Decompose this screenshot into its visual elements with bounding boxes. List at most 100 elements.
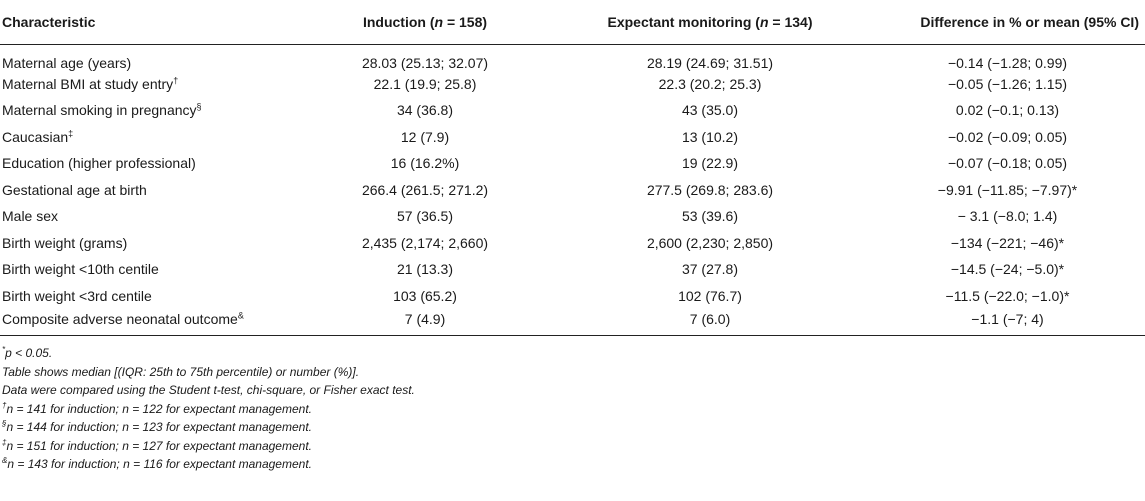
row-characteristic: Composite adverse neonatal outcome&: [0, 309, 300, 336]
row-label: Maternal BMI at study entry: [2, 75, 174, 92]
row-characteristic: Education (higher professional): [0, 150, 300, 177]
row-label: Maternal age (years): [2, 54, 132, 71]
row-induction-value: 16 (16.2%): [390, 155, 460, 172]
results-table: Characteristic Induction (n = 158) Expec…: [0, 0, 1145, 336]
header-expectant: Expectant monitoring (n = 134): [550, 0, 870, 44]
table-row: Birth weight <3rd centile 103 (65.2) 102…: [0, 283, 1145, 310]
row-induction-value: 57 (36.5): [396, 208, 454, 225]
header-expectant-suffix: = 134): [768, 13, 813, 30]
header-expectant-n: n: [759, 13, 769, 30]
row-characteristic: Birth weight (grams): [0, 230, 300, 257]
footnote-text: n = 151 for induction; n = 127 for expec…: [6, 438, 312, 453]
footnote: ‡n = 151 for induction; n = 127 for expe…: [2, 437, 1143, 456]
results-table-container: Characteristic Induction (n = 158) Expec…: [0, 0, 1145, 474]
footnote-text: Data were compared using the Student t-t…: [2, 383, 415, 397]
row-label: Caucasian: [2, 128, 69, 145]
header-characteristic: Characteristic: [0, 0, 300, 44]
header-row: Characteristic Induction (n = 158) Expec…: [0, 0, 1145, 44]
header-induction-prefix: Induction (: [362, 13, 435, 30]
header-characteristic-label: Characteristic: [2, 13, 96, 30]
footnote: †n = 141 for induction; n = 122 for expe…: [2, 400, 1143, 419]
row-induction-value: 7 (4.9): [404, 311, 446, 327]
row-label: Male sex: [2, 208, 59, 225]
table-row: Birth weight <10th centile 21 (13.3) 37 …: [0, 256, 1145, 283]
table-row: Caucasian‡ 12 (7.9) 13 (10.2) −0.02 (−0.…: [0, 124, 1145, 151]
row-difference-value: −14.5 (−24; −5.0)*: [950, 261, 1065, 278]
row-label: Birth weight <3rd centile: [2, 287, 152, 304]
row-induction-value: 28.03 (25.13; 32.07): [361, 54, 489, 71]
row-induction-value: 21 (13.3): [396, 261, 454, 278]
row-difference-value: 0.02 (−0.1; 0.13): [955, 102, 1060, 119]
footnote-text: p < 0.05.: [5, 346, 53, 360]
row-expectant-value: 37 (27.8): [681, 261, 739, 278]
row-expectant-value: 22.3 (20.2; 25.3): [658, 75, 762, 92]
table-row: Maternal smoking in pregnancy§ 34 (36.8)…: [0, 97, 1145, 124]
footnote: Table shows median [(IQR: 25th to 75th p…: [2, 363, 1143, 382]
row-induction-value: 103 (65.2): [393, 287, 457, 304]
row-difference-value: −0.07 (−0.18; 0.05): [947, 155, 1068, 172]
row-expectant-value: 43 (35.0): [681, 102, 739, 119]
footnote-text: n = 143 for induction; n = 116 for expec…: [7, 457, 312, 471]
row-induction-value: 2,435 (2,174; 2,660): [361, 234, 489, 251]
table-row: Maternal BMI at study entry† 22.1 (19.9;…: [0, 71, 1145, 98]
row-difference-value: −134 (−221; −46)*: [950, 234, 1065, 251]
footnote: §n = 144 for induction; n = 123 for expe…: [2, 418, 1143, 437]
header-difference: Difference in % or mean (95% CI): [870, 0, 1145, 44]
table-body: Maternal age (years) 28.03 (25.13; 32.07…: [0, 44, 1145, 336]
row-expectant-value: 102 (76.7): [678, 287, 742, 304]
footnote-mark: &: [2, 456, 8, 465]
row-expectant-value: 19 (22.9): [681, 155, 739, 172]
table-row: Composite adverse neonatal outcome& 7 (4…: [0, 309, 1145, 336]
row-difference-value: −0.05 (−1.26; 1.15): [947, 75, 1068, 92]
row-expectant-value: 13 (10.2): [681, 128, 739, 145]
header-induction: Induction (n = 158): [300, 0, 550, 44]
row-expectant-value: 53 (39.6): [681, 208, 739, 225]
row-footnote-mark: §: [196, 101, 202, 112]
row-label: Composite adverse neonatal outcome: [2, 311, 238, 327]
footnote-text: n = 144 for induction; n = 123 for expec…: [6, 420, 312, 434]
table-row: Gestational age at birth 266.4 (261.5; 2…: [0, 177, 1145, 204]
row-characteristic: Birth weight <3rd centile: [0, 283, 300, 310]
row-label: Gestational age at birth: [2, 181, 147, 198]
row-difference-value: − 3.1 (−8.0; 1.4): [957, 208, 1058, 225]
row-induction-value: 12 (7.9): [400, 128, 450, 145]
row-characteristic: Male sex: [0, 203, 300, 230]
footnote: *p < 0.05.: [2, 344, 1143, 363]
row-difference-value: −11.5 (−22.0; −1.0)*: [945, 287, 1070, 304]
row-difference-value: −0.14 (−1.28; 0.99): [947, 54, 1068, 71]
row-expectant-value: 2,600 (2,230; 2,850): [646, 234, 774, 251]
footnote: Data were compared using the Student t-t…: [2, 381, 1143, 400]
row-induction-value: 34 (36.8): [396, 102, 454, 119]
row-label: Birth weight <10th centile: [2, 261, 159, 278]
row-induction-value: 22.1 (19.9; 25.8): [373, 75, 477, 92]
header-difference-label: Difference in % or mean (95% CI): [920, 13, 1139, 30]
row-footnote-mark: †: [173, 75, 179, 86]
table-header: Characteristic Induction (n = 158) Expec…: [0, 0, 1145, 44]
footnote-mark: §: [2, 419, 7, 428]
header-induction-n: n: [434, 13, 444, 30]
row-expectant-value: 28.19 (24.69; 31.51): [646, 54, 774, 71]
row-difference-value: −9.91 (−11.85; −7.97)*: [937, 181, 1078, 198]
row-characteristic: Birth weight <10th centile: [0, 256, 300, 283]
row-difference-value: −0.02 (−0.09; 0.05): [947, 128, 1068, 145]
row-label: Education (higher professional): [2, 155, 196, 172]
row-label: Birth weight (grams): [2, 234, 128, 251]
header-induction-suffix: = 158): [443, 13, 488, 30]
table-row: Maternal age (years) 28.03 (25.13; 32.07…: [0, 44, 1145, 71]
footnote: &n = 143 for induction; n = 116 for expe…: [2, 455, 1143, 474]
table-row: Education (higher professional) 16 (16.2…: [0, 150, 1145, 177]
footnote-text: Table shows median [(IQR: 25th to 75th p…: [2, 364, 360, 379]
row-characteristic: Maternal BMI at study entry†: [0, 71, 300, 98]
row-characteristic: Gestational age at birth: [0, 177, 300, 204]
table-row: Male sex 57 (36.5) 53 (39.6) − 3.1 (−8.0…: [0, 203, 1145, 230]
row-difference-value: −1.1 (−7; 4): [971, 311, 1044, 327]
row-footnote-mark: ‡: [68, 128, 74, 139]
footnote-text: n = 141 for induction; n = 122 for expec…: [6, 401, 312, 416]
header-expectant-prefix: Expectant monitoring (: [607, 13, 760, 30]
row-footnote-mark: &: [237, 310, 244, 321]
footnote-mark: †: [2, 400, 7, 410]
row-expectant-value: 7 (6.0): [689, 311, 731, 327]
row-expectant-value: 277.5 (269.8; 283.6): [646, 181, 774, 198]
footnote-mark: *: [2, 345, 6, 354]
row-label: Maternal smoking in pregnancy: [2, 102, 197, 119]
